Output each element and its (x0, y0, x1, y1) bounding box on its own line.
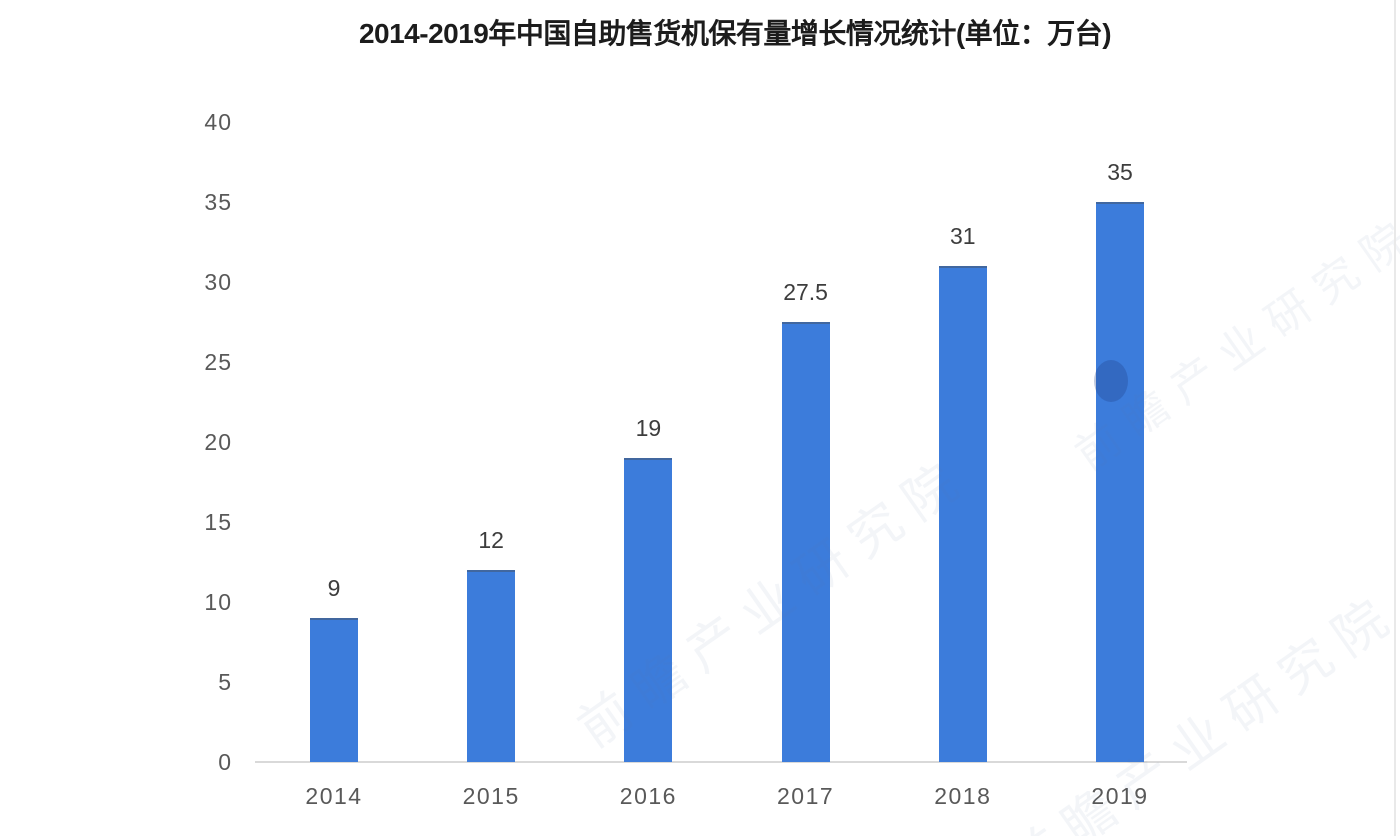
y-axis-tick-label: 5 (218, 669, 232, 695)
bar-2018 (938, 266, 987, 762)
y-axis-tick-label: 0 (218, 749, 232, 775)
y-axis-tick-label: 25 (204, 349, 232, 375)
y-axis-tick-label: 20 (204, 429, 232, 455)
x-axis-label-2016: 2016 (619, 783, 677, 809)
bar-2014 (310, 618, 358, 762)
y-axis-tick-label: 35 (204, 189, 232, 215)
bar-value-label-2015: 12 (478, 527, 504, 553)
x-axis-label-2018: 2018 (934, 783, 992, 809)
bar-value-label-2019: 35 (1107, 159, 1133, 185)
x-axis-label-2014: 2014 (305, 783, 363, 809)
bar-2015 (467, 570, 516, 762)
bar-value-label-2018: 31 (950, 223, 976, 249)
x-axis-label-2019: 2019 (1091, 783, 1149, 809)
y-axis-tick-label: 10 (204, 589, 232, 615)
watermark-text: 前瞻产业研究院 (568, 446, 980, 759)
x-axis-label-2015: 2015 (462, 783, 520, 809)
right-edge-line (1394, 0, 1396, 836)
y-axis-tick-label: 40 (204, 109, 232, 135)
x-axis-line (255, 761, 1187, 763)
bar-value-label-2017: 27.5 (783, 279, 828, 305)
bar-2016 (624, 458, 673, 762)
bar-value-label-2014: 9 (327, 575, 341, 601)
y-axis-tick-label: 30 (204, 269, 232, 295)
x-axis-label-2017: 2017 (777, 783, 835, 809)
chart-title: 2014-2019年中国自助售货机保有量增长情况统计(单位：万台) (358, 18, 1112, 49)
bar-2019 (1096, 202, 1144, 762)
y-axis-tick-label: 15 (204, 509, 232, 535)
bar-value-label-2016: 19 (635, 415, 662, 441)
bar-2017 (781, 322, 830, 762)
